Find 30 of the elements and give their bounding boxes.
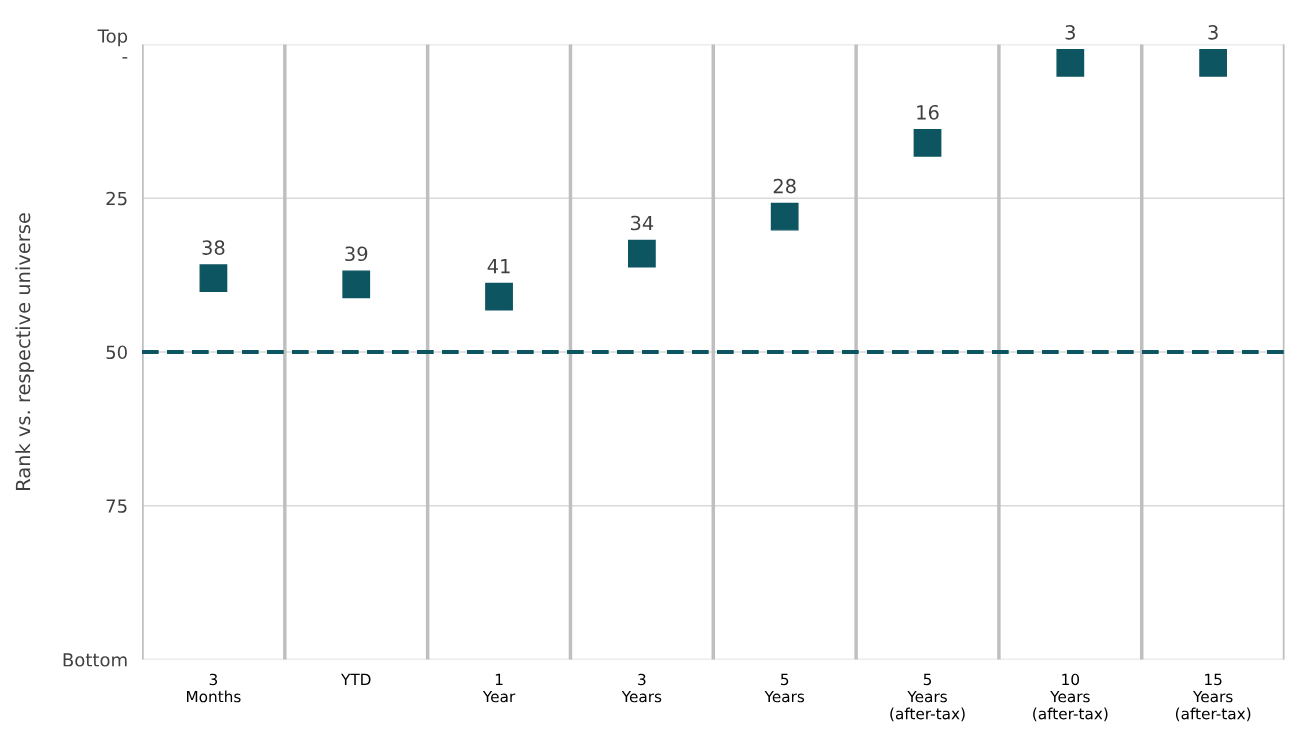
x-tick-label: 15 Years (after-tax) xyxy=(1175,673,1251,722)
data-label: 3 xyxy=(1208,24,1218,40)
point xyxy=(199,264,228,293)
y-tick-label: Top - xyxy=(97,29,128,59)
data-label: 3 xyxy=(1065,24,1075,40)
y-tick-label: 75 xyxy=(106,499,127,513)
y-tick-label: Bottom xyxy=(63,653,127,667)
data-label: 39 xyxy=(345,246,368,262)
point xyxy=(485,282,513,311)
x-tick-label: 3 Years xyxy=(621,673,662,703)
data-label: 38 xyxy=(202,240,225,255)
y-tick-label: 50 xyxy=(106,345,127,360)
data-label: 41 xyxy=(487,258,510,274)
x-tick-label: 5 Years xyxy=(764,673,805,703)
x-tick-label: 10 Years (after-tax) xyxy=(1033,673,1108,722)
point xyxy=(1199,49,1228,77)
x-tick-label: 5 Years (after-tax) xyxy=(890,673,965,722)
y-axis-title: Rank vs. respective universe xyxy=(15,213,35,490)
data-label: 16 xyxy=(917,104,939,120)
x-tick-label: 1 Year xyxy=(482,673,516,703)
point xyxy=(342,270,371,299)
x-tick-label: YTD xyxy=(340,673,371,685)
point xyxy=(770,202,799,231)
point xyxy=(913,128,942,157)
point xyxy=(627,239,656,268)
y-tick-label: 25 xyxy=(106,191,127,206)
x-tick-label: 3 Months xyxy=(187,673,241,703)
point xyxy=(1056,49,1085,77)
data-label: 34 xyxy=(630,215,654,231)
data-label: 28 xyxy=(773,178,796,194)
